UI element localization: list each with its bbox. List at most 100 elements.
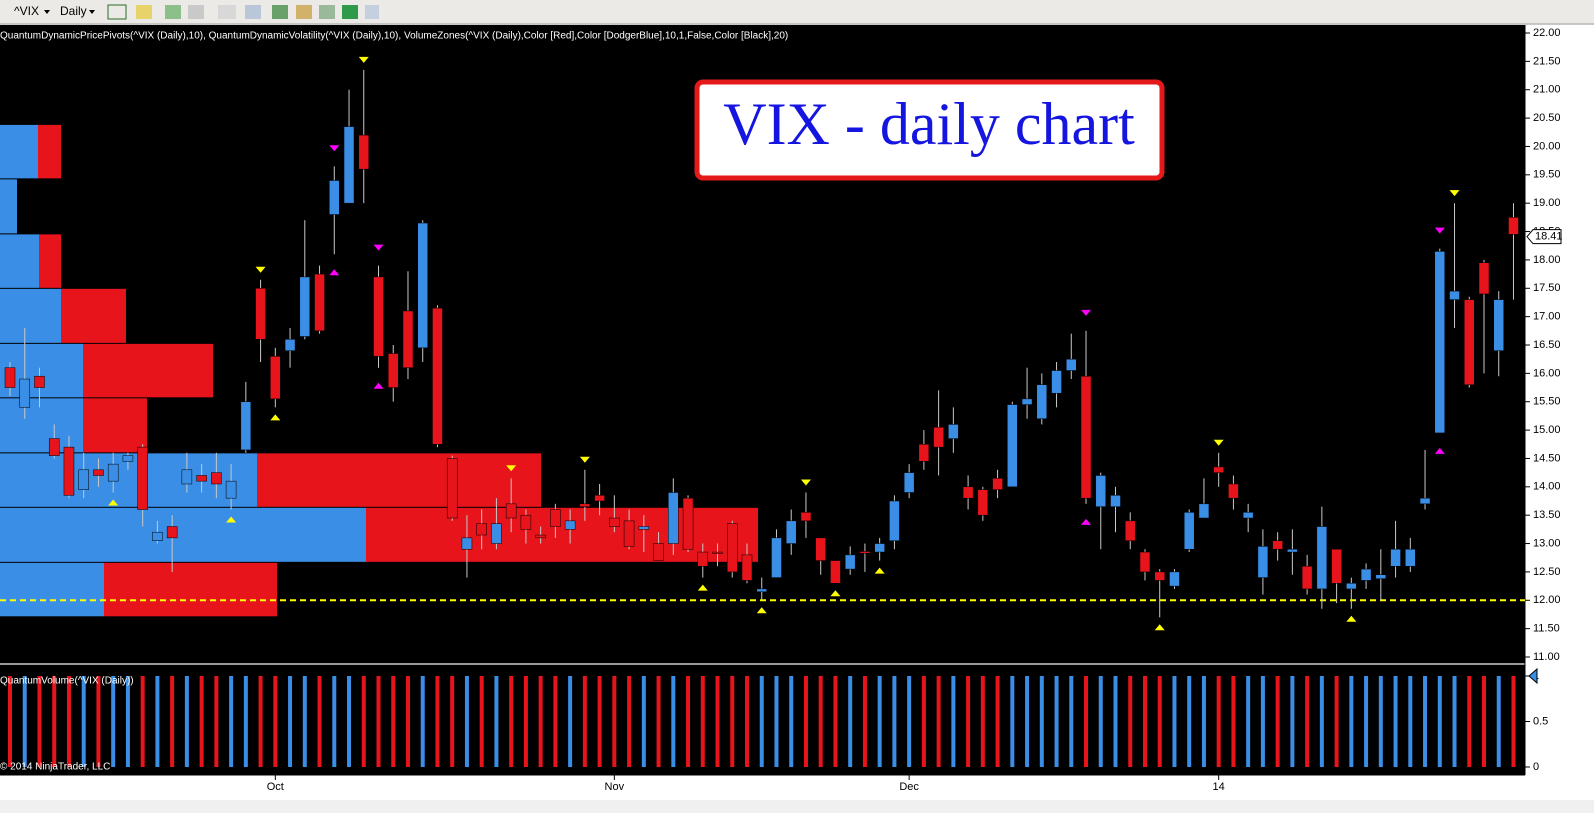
y2-tick-label: 0 <box>1533 761 1539 773</box>
candle-body <box>992 478 1003 490</box>
volume-bar <box>730 676 735 767</box>
pivot-low <box>329 269 340 276</box>
volume-bar <box>1496 676 1501 767</box>
candle-body <box>977 489 989 516</box>
candle-body <box>402 310 414 368</box>
candle-body <box>948 424 959 439</box>
zone-down <box>257 453 541 507</box>
volume-bar <box>140 676 145 767</box>
volume-bar <box>184 676 189 767</box>
price-axis <box>1525 25 1594 775</box>
pivot-low <box>1434 447 1445 454</box>
candle-body <box>550 509 561 527</box>
volume-bar <box>1393 676 1398 767</box>
volume-bar <box>1349 676 1354 767</box>
y-tick-label: 14.50 <box>1533 452 1561 464</box>
pivot-low <box>756 607 767 614</box>
volume-bar <box>641 676 646 767</box>
zoom-in-button[interactable] <box>165 5 181 19</box>
candle-body <box>1301 565 1313 590</box>
volume-bar <box>818 676 823 767</box>
volume-bar <box>597 676 602 767</box>
symbol-selector[interactable]: ^VIX <box>14 4 39 18</box>
pivot-high <box>255 266 266 273</box>
y-tick-label: 15.00 <box>1533 424 1561 436</box>
candle-body <box>1360 568 1372 581</box>
y-tick-label: 13.00 <box>1533 537 1561 549</box>
candle-body <box>1375 574 1387 579</box>
dropdown-arrow[interactable] <box>89 10 95 14</box>
volume-bar <box>1069 676 1074 767</box>
candle-body <box>756 588 767 593</box>
zoom-out-button[interactable] <box>188 5 204 19</box>
candle-body <box>63 446 75 496</box>
candle-body <box>48 438 60 456</box>
candle-body <box>594 495 605 502</box>
dropdown-arrow[interactable] <box>44 10 50 14</box>
interval-selector[interactable]: Daily <box>60 4 87 18</box>
volume-bar <box>582 676 587 767</box>
volume-bar <box>745 676 749 767</box>
zone-up <box>0 288 61 343</box>
data-box-button[interactable] <box>245 5 261 19</box>
candle-body <box>1405 548 1416 567</box>
image-button[interactable] <box>319 5 335 19</box>
volume-bar <box>686 676 691 767</box>
toolbar-icons <box>107 4 379 20</box>
candle-body <box>93 469 104 476</box>
candle-body <box>785 520 797 544</box>
pivot-high <box>1434 227 1445 234</box>
candle-body <box>535 534 546 539</box>
volume-bar <box>1201 676 1206 767</box>
candle-body <box>417 222 428 349</box>
volume-bar <box>494 676 499 767</box>
candle-body <box>668 492 679 544</box>
volume-bar <box>170 676 175 767</box>
y-tick-label: 12.00 <box>1533 594 1561 606</box>
volume-bar <box>848 676 853 767</box>
candle-body <box>19 378 30 408</box>
last-price-box <box>1526 229 1562 245</box>
candle-body <box>653 543 664 561</box>
strategies-button[interactable] <box>296 5 312 19</box>
cursor-button[interactable] <box>218 5 236 19</box>
y-tick-label: 12.50 <box>1533 566 1561 578</box>
indicators-button[interactable] <box>272 5 288 19</box>
candle-body <box>889 500 900 541</box>
volume-bar <box>951 676 956 767</box>
candle-body <box>1228 483 1239 499</box>
volume-bar <box>347 676 352 767</box>
pivot-low <box>830 590 841 597</box>
volume-bar <box>789 676 794 767</box>
zone-down <box>61 288 126 343</box>
volume-bar <box>700 676 705 767</box>
candle-body <box>476 523 487 536</box>
y-tick-label: 17.50 <box>1533 282 1561 294</box>
candle-body <box>1066 358 1077 371</box>
axes: 11.00 11.50 12.00 12.50 13.00 13.50 14.00 14.50… <box>267 27 1563 793</box>
trade-button[interactable] <box>342 5 358 19</box>
pivot-low <box>874 567 885 574</box>
pivot-low <box>1154 624 1165 631</box>
zone-up <box>0 179 17 234</box>
volume-bar <box>81 676 86 767</box>
volume-bar <box>803 676 808 767</box>
y-tick-label: 14.00 <box>1533 481 1561 493</box>
candle-body <box>1110 495 1121 507</box>
x-tick-label: Oct <box>267 781 284 793</box>
chart-style-button[interactable] <box>107 4 127 20</box>
volume-bar <box>332 676 337 767</box>
volume-bar <box>155 676 160 767</box>
candle-body <box>1124 520 1136 541</box>
volume-bar <box>1216 676 1221 767</box>
candle-body <box>1198 503 1210 519</box>
candle-body <box>609 517 620 527</box>
candle-body <box>1169 571 1180 587</box>
draw-button[interactable] <box>136 5 152 19</box>
candle-body <box>1287 548 1298 553</box>
properties-button[interactable] <box>365 5 379 19</box>
volume-bar <box>1187 676 1192 767</box>
volume-bar <box>1290 676 1295 767</box>
volume-bar <box>1157 676 1162 767</box>
